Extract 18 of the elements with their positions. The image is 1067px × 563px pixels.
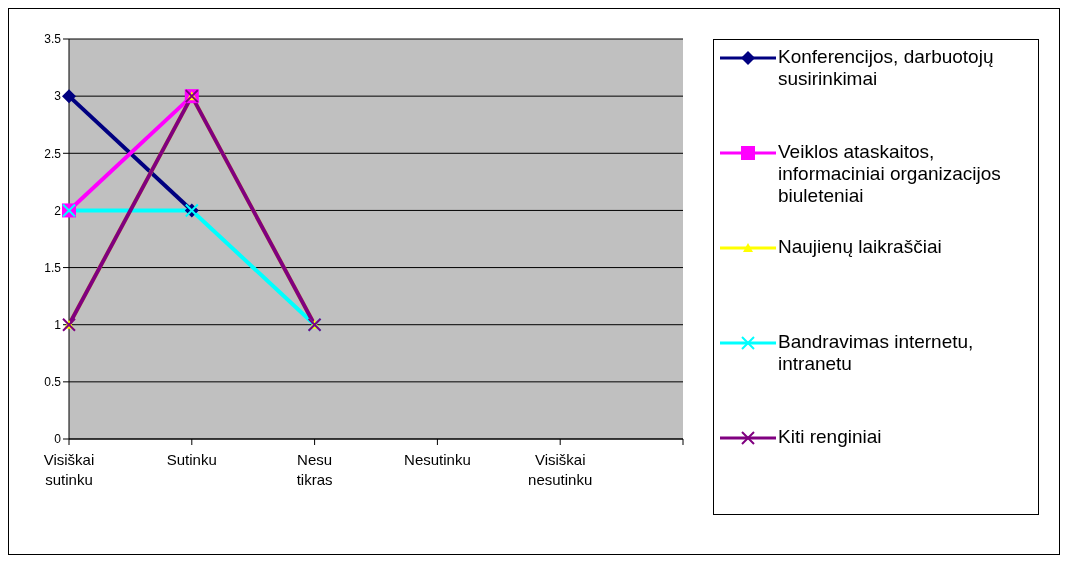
y-tick-label: 3.5 bbox=[44, 32, 62, 47]
legend-label: Veiklos ataskaitos, informaciniai organizacijos biuleteniai bbox=[778, 141, 1002, 207]
legend-label: Naujienų laikraščiai bbox=[778, 236, 942, 258]
x-tick-label: Nesu tikras bbox=[296, 451, 333, 488]
y-tick-label: 2 bbox=[54, 203, 62, 218]
y-tick-label: 1 bbox=[54, 317, 62, 332]
x-tick-label: Nesutinku bbox=[404, 451, 471, 468]
x-tick-label: Visiškai sutinku bbox=[43, 451, 95, 488]
y-tick-label: 0 bbox=[54, 432, 62, 447]
y-tick-label: 2.5 bbox=[44, 146, 62, 161]
x-tick-label: Visiškai nesutinku bbox=[528, 451, 593, 488]
y-tick-label: 0.5 bbox=[44, 375, 62, 390]
legend-label: Kiti renginiai bbox=[778, 426, 882, 448]
legend-label: Konferencijos, darbuotojų susirinkimai bbox=[778, 46, 995, 90]
y-tick-label: 1.5 bbox=[44, 260, 62, 275]
legend-label: Bandravimas internetu, intranetu bbox=[778, 331, 975, 375]
x-tick-label: Sutinku bbox=[166, 451, 217, 468]
y-tick-label: 3 bbox=[54, 89, 62, 104]
